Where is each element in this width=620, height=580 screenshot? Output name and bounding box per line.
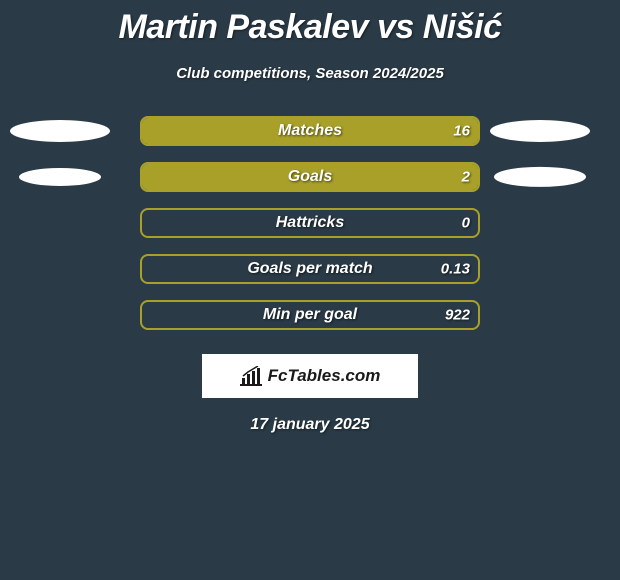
stat-bar: Hattricks0 <box>140 208 480 238</box>
stat-bar: Min per goal922 <box>140 300 480 330</box>
stat-row: Hattricks0 <box>0 200 620 246</box>
fctables-badge: FcTables.com <box>202 354 418 398</box>
stat-label: Matches <box>142 122 478 140</box>
stat-label: Hattricks <box>142 214 478 232</box>
subtitle: Club competitions, Season 2024/2025 <box>0 65 620 82</box>
left-ellipse <box>10 120 110 142</box>
stat-bar: Matches16 <box>140 116 480 146</box>
date-label: 17 january 2025 <box>0 416 620 434</box>
stat-row: Matches16 <box>0 108 620 154</box>
stat-label: Min per goal <box>142 306 478 324</box>
stat-bar: Goals per match0.13 <box>140 254 480 284</box>
stat-bar: Goals2 <box>140 162 480 192</box>
badge-text: FcTables.com <box>268 366 381 386</box>
comparison-chart: Matches16 Goals2 Hattricks0 Goals per match… <box>0 108 620 338</box>
stat-value: 0.13 <box>441 261 470 278</box>
right-ellipse <box>494 167 586 187</box>
stat-row: Goals per match0.13 <box>0 246 620 292</box>
left-ellipse <box>19 168 101 186</box>
stat-value: 2 <box>462 169 470 186</box>
stat-row: Goals2 <box>0 154 620 200</box>
stat-row: Min per goal922 <box>0 292 620 338</box>
page-title: Martin Paskalev vs Nišić <box>0 0 620 47</box>
stat-label: Goals per match <box>142 260 478 278</box>
stat-value: 922 <box>445 307 470 324</box>
stat-label: Goals <box>142 168 478 186</box>
right-ellipse <box>490 120 590 142</box>
stat-value: 16 <box>453 123 470 140</box>
stat-value: 0 <box>462 215 470 232</box>
chart-icon <box>240 366 262 386</box>
